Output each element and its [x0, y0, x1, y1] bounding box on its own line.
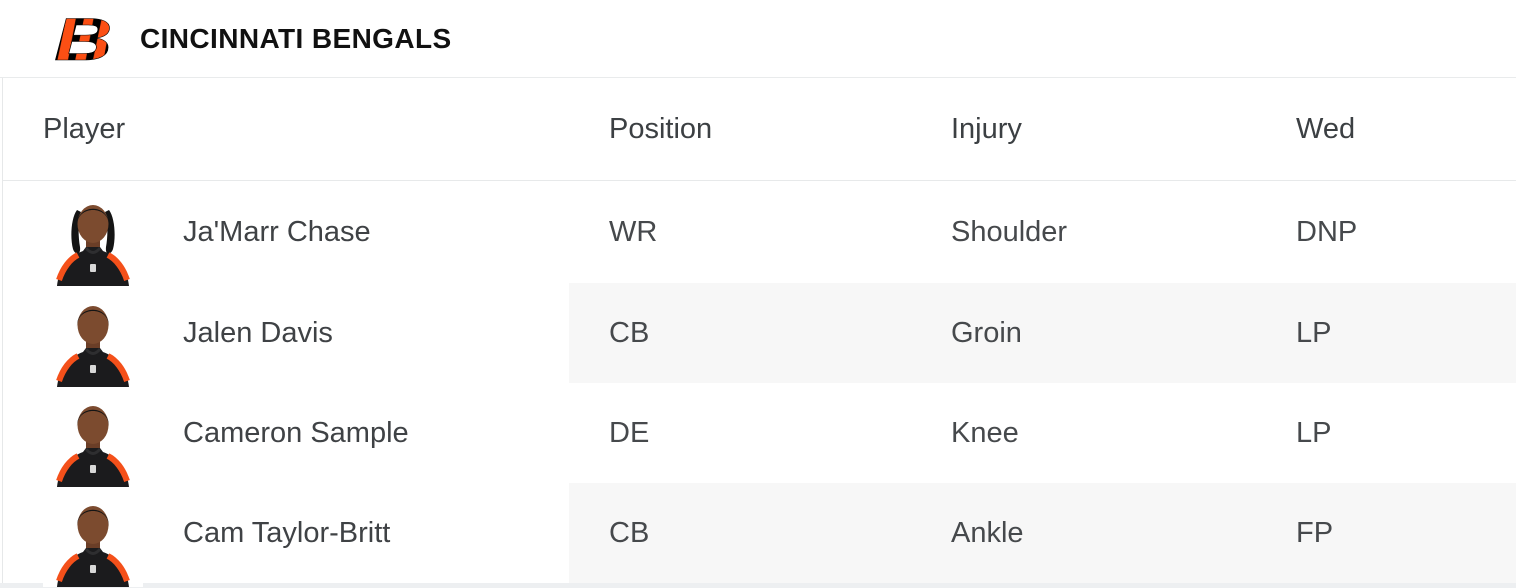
table-row: Ja'Marr Chase WR Shoulder DNP — [3, 181, 1516, 286]
player-cell: Jalen Davis — [3, 283, 569, 387]
bottom-divider — [0, 583, 1516, 588]
column-header-wed: Wed — [1296, 112, 1356, 145]
player-headshot — [43, 287, 143, 387]
player-name-link[interactable]: Cameron Sample — [183, 416, 409, 449]
table-row: Cam Taylor-Britt CB Ankle FP — [3, 483, 1516, 587]
injury-table: Player Position Injury Wed — [2, 78, 1516, 587]
table-header-row: Player Position Injury Wed — [3, 78, 1516, 181]
column-header-position: Position — [609, 112, 713, 145]
wed-status-cell: DNP — [1296, 215, 1358, 248]
player-headshot — [43, 186, 143, 286]
table-row: Jalen Davis CB Groin LP — [3, 283, 1516, 387]
svg-text:B: B — [54, 15, 112, 63]
wed-status-cell: FP — [1296, 516, 1334, 549]
column-header-player: Player — [43, 112, 126, 145]
position-cell: WR — [609, 215, 658, 248]
player-cell: Cameron Sample — [3, 383, 569, 487]
player-headshot — [43, 387, 143, 487]
bengals-logo-icon: B — [52, 5, 116, 73]
position-cell: CB — [609, 316, 650, 349]
player-headshot — [43, 487, 143, 587]
injury-cell: Groin — [951, 316, 1022, 349]
column-header-injury: Injury — [951, 112, 1022, 145]
team-title[interactable]: CINCINNATI BENGALS — [140, 22, 452, 54]
table-row: Cameron Sample DE Knee LP — [3, 383, 1516, 487]
position-cell: CB — [609, 516, 650, 549]
player-cell: Ja'Marr Chase — [3, 181, 569, 286]
player-cell: Cam Taylor-Britt — [3, 483, 569, 587]
position-cell: DE — [609, 416, 650, 449]
team-header: B CINCINNATI BENGALS — [0, 0, 1516, 78]
injury-cell: Shoulder — [951, 215, 1068, 248]
injury-cell: Knee — [951, 416, 1019, 449]
injury-cell: Ankle — [951, 516, 1024, 549]
wed-status-cell: LP — [1296, 416, 1332, 449]
player-name-link[interactable]: Cam Taylor-Britt — [183, 516, 391, 549]
player-name-link[interactable]: Jalen Davis — [183, 316, 333, 349]
player-name-link[interactable]: Ja'Marr Chase — [183, 215, 371, 248]
wed-status-cell: LP — [1296, 316, 1332, 349]
